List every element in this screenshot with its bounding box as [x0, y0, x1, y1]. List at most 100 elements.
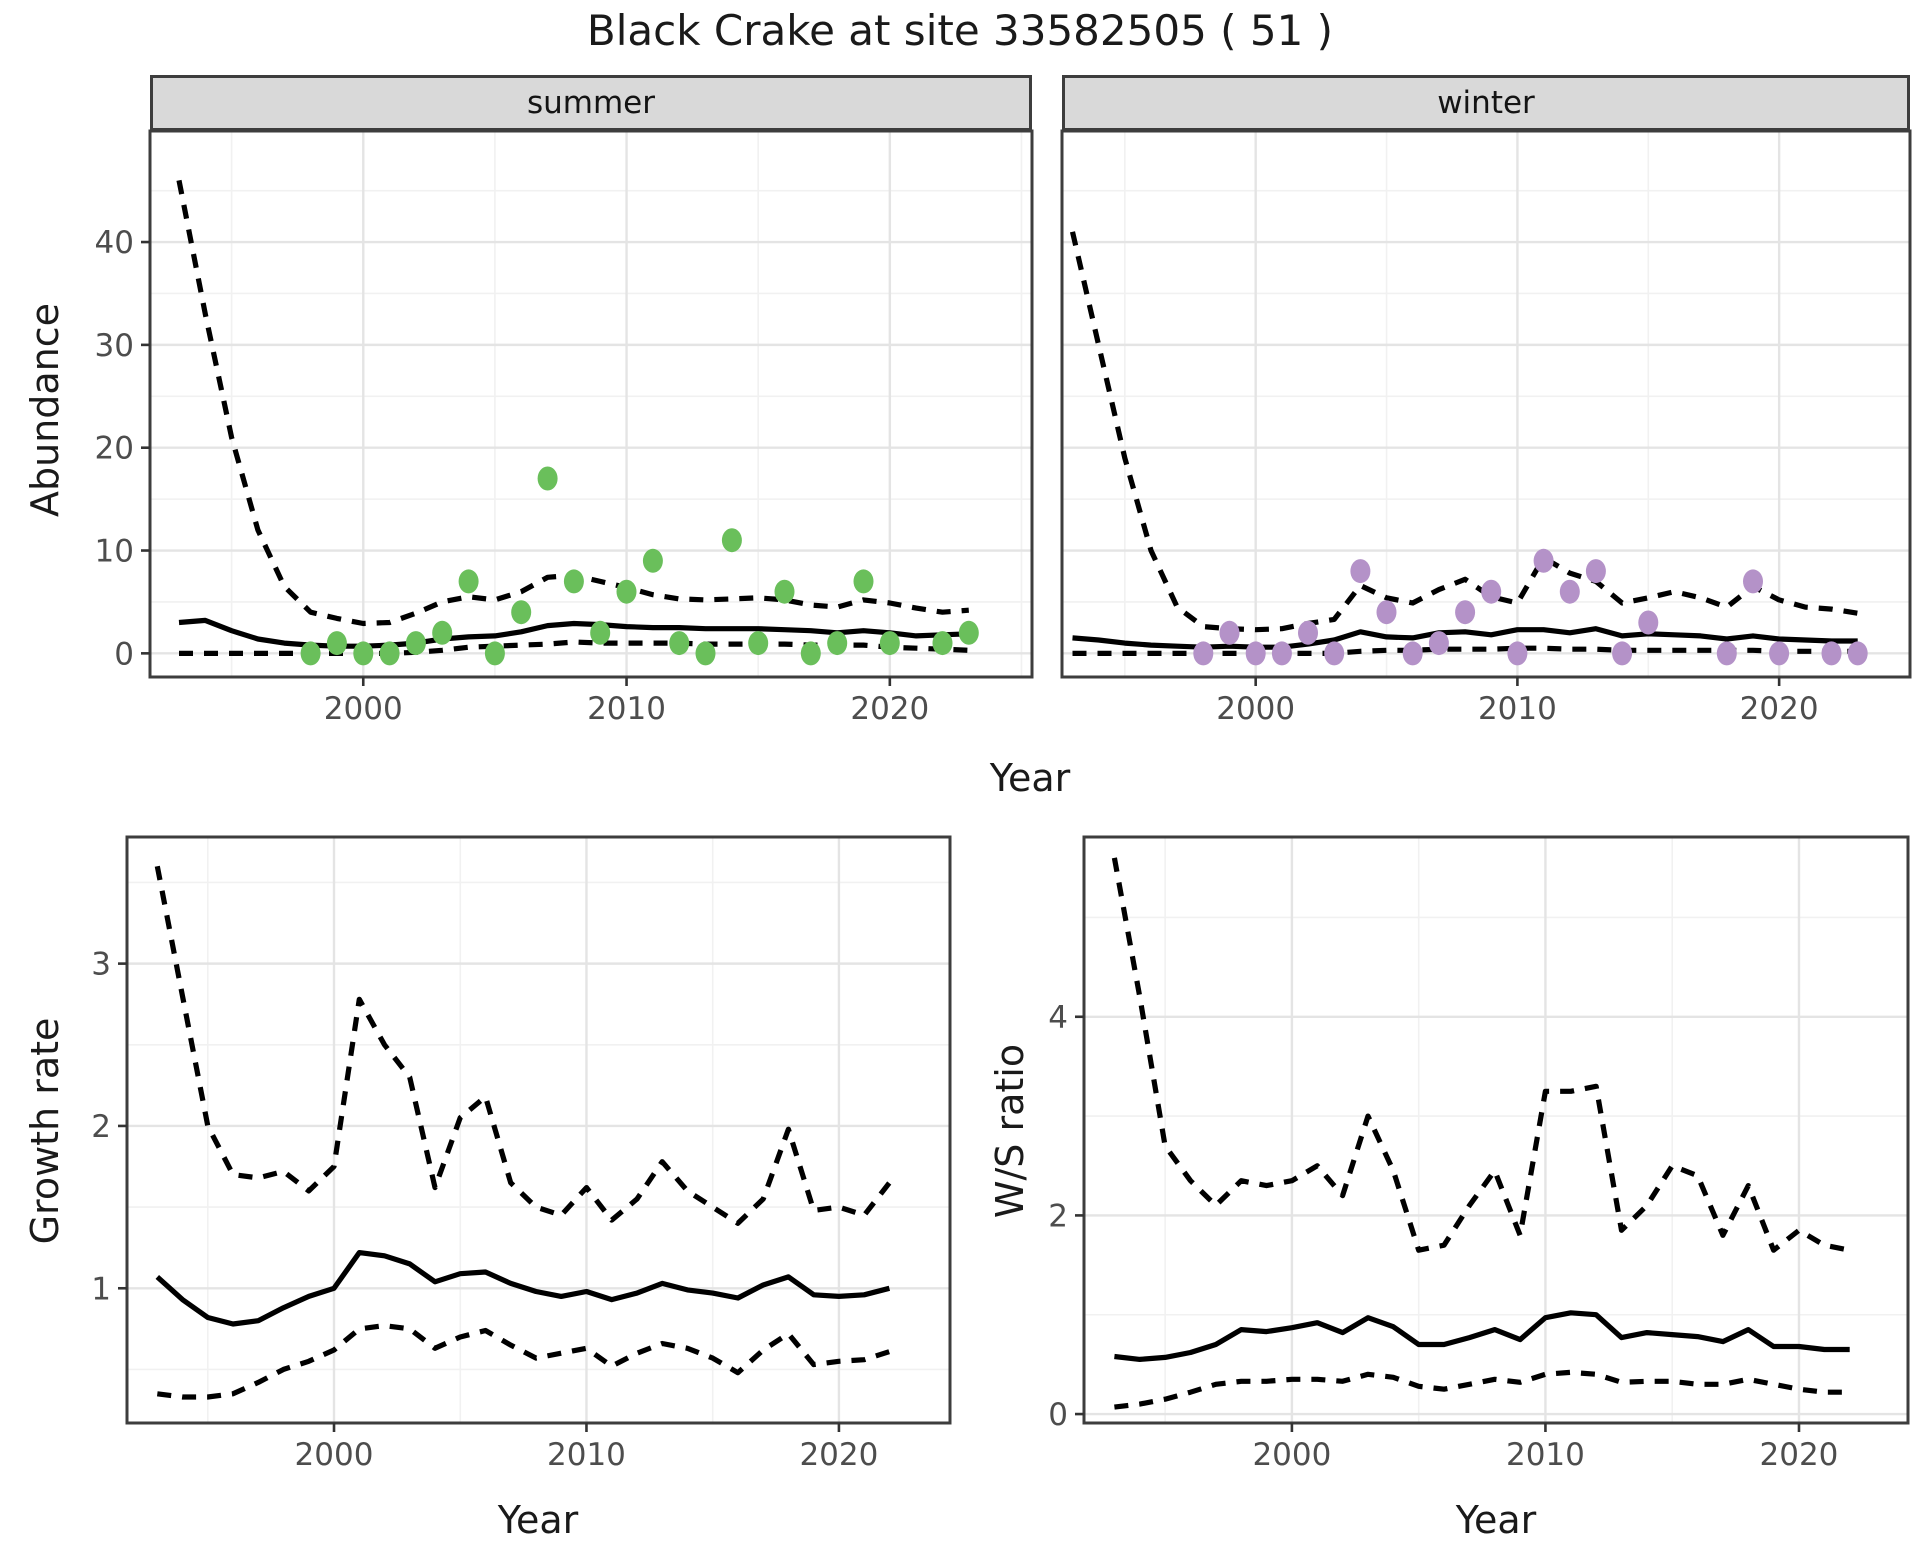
y-tick-label: 2	[1048, 1198, 1068, 1234]
data-point	[1324, 641, 1345, 666]
data-point	[1612, 641, 1633, 666]
y-axis-title-abundance: Abundance	[23, 302, 67, 518]
x-axis-title-year-bottom-right: Year	[1455, 1498, 1537, 1542]
data-point	[1402, 641, 1423, 666]
data-point	[1428, 631, 1449, 656]
x-tick-label: 2010	[547, 1437, 626, 1473]
panel-ws-ratio: 2000 2010 2020 0 2 4	[1048, 835, 1910, 1473]
data-point	[827, 631, 848, 656]
facet-strip-summer: summer	[150, 75, 1032, 131]
data-point	[721, 528, 742, 553]
data-point	[537, 466, 558, 491]
data-point	[1219, 620, 1240, 645]
line-lower-ci-ws-ratio	[1114, 1369, 1850, 1410]
data-point	[695, 641, 716, 666]
data-point	[353, 641, 374, 666]
observed-points-abundance-summer	[300, 466, 979, 666]
y-axis-title-ws-ratio: W/S ratio	[988, 1043, 1032, 1219]
x-tick-label: 2010	[1506, 1437, 1585, 1473]
facet-strip-summer-label: summer	[526, 85, 655, 121]
panel-border-ws-ratio	[1082, 835, 1910, 1425]
axis-ws-ratio: 2000 2010 2020 0 2 4	[1048, 1000, 1838, 1473]
data-point	[1743, 569, 1763, 594]
data-point	[642, 548, 663, 573]
line-median-ws-ratio	[1114, 1310, 1850, 1363]
line-lower-ci-growth-rate	[156, 1322, 891, 1400]
y-tick-label: 40	[95, 225, 134, 261]
data-point	[774, 579, 795, 604]
panel-border-growth-rate	[125, 835, 952, 1425]
data-point	[484, 641, 505, 666]
data-point	[1350, 559, 1371, 584]
data-point	[1559, 579, 1580, 604]
gridlines-growth-rate	[127, 837, 950, 1423]
data-point	[1638, 610, 1659, 635]
y-tick-label: 4	[1048, 1000, 1068, 1036]
axis-abundance-winter: 2000 2010 2020	[1216, 677, 1819, 727]
data-point	[748, 631, 769, 656]
facet-strip-winter: winter	[1062, 75, 1910, 131]
x-tick-label: 2000	[1252, 1437, 1331, 1473]
data-point	[1455, 600, 1476, 625]
x-tick-label: 2020	[1740, 691, 1819, 727]
data-point	[958, 620, 979, 645]
data-point	[1585, 559, 1606, 584]
data-point	[1821, 641, 1842, 666]
data-point	[1245, 641, 1266, 666]
line-upper-ci-growth-rate	[154, 865, 892, 1226]
axis-abundance-summer: 2000 2010 2020 0 10 20 30 40	[95, 225, 930, 727]
data-point	[1193, 641, 1214, 666]
y-tick-label: 3	[91, 947, 111, 983]
panel-border-abundance-winter	[1060, 129, 1912, 679]
data-point	[1847, 641, 1868, 666]
axis-growth-rate: 2000 2010 2020 1 2 3	[91, 947, 878, 1473]
data-point	[590, 620, 611, 645]
data-point	[1507, 641, 1528, 666]
x-axis-title-year-bottom-left: Year	[497, 1498, 579, 1542]
data-point	[932, 631, 953, 656]
data-point	[458, 569, 479, 594]
x-tick-label: 2020	[850, 691, 929, 727]
line-upper-ci-ws-ratio	[1111, 857, 1851, 1253]
data-point	[1533, 548, 1554, 573]
data-point	[1298, 620, 1318, 645]
x-tick-label: 2010	[587, 691, 666, 727]
x-tick-label: 2000	[295, 1437, 374, 1473]
gridlines-abundance-winter	[1062, 131, 1910, 677]
x-tick-label: 2010	[1478, 691, 1557, 727]
y-tick-label: 1	[91, 1271, 111, 1307]
data-point	[1271, 641, 1292, 666]
x-axis-title-year-top: Year	[989, 756, 1071, 800]
data-point	[432, 620, 453, 645]
y-axis-title-growth-rate: Growth rate	[23, 1017, 67, 1245]
data-point	[326, 631, 347, 656]
y-tick-label: 2	[91, 1109, 111, 1145]
y-tick-label: 20	[95, 431, 134, 467]
facet-strip-winter-label: winter	[1437, 85, 1535, 121]
data-point	[379, 641, 400, 666]
data-point	[1769, 641, 1790, 666]
x-tick-label: 2020	[799, 1437, 878, 1473]
panel-border-abundance-summer	[148, 129, 1034, 679]
x-tick-label: 2000	[1216, 691, 1295, 727]
x-tick-label: 2020	[1760, 1437, 1839, 1473]
data-point	[1716, 641, 1737, 666]
page-title: Black Crake at site 33582505 ( 51 )	[586, 6, 1334, 55]
data-point	[1376, 600, 1397, 625]
panel-abundance-summer: 2000 2010 2020 0 10 20 30 40	[95, 129, 1034, 727]
line-median-growth-rate	[155, 1249, 891, 1327]
observed-points-abundance-winter	[1193, 548, 1868, 666]
panel-abundance-winter: 2000 2010 2020	[1060, 129, 1912, 727]
data-point	[1481, 579, 1502, 604]
panel-growth-rate: 2000 2010 2020 1 2 3	[91, 835, 952, 1473]
data-point	[853, 569, 874, 594]
y-tick-label: 0	[1048, 1397, 1068, 1433]
data-point	[879, 631, 900, 656]
data-point	[511, 600, 532, 625]
data-point	[300, 641, 321, 666]
x-tick-label: 2000	[324, 691, 403, 727]
line-upper-ci-abundance-winter	[1069, 231, 1859, 633]
data-point	[616, 579, 637, 604]
